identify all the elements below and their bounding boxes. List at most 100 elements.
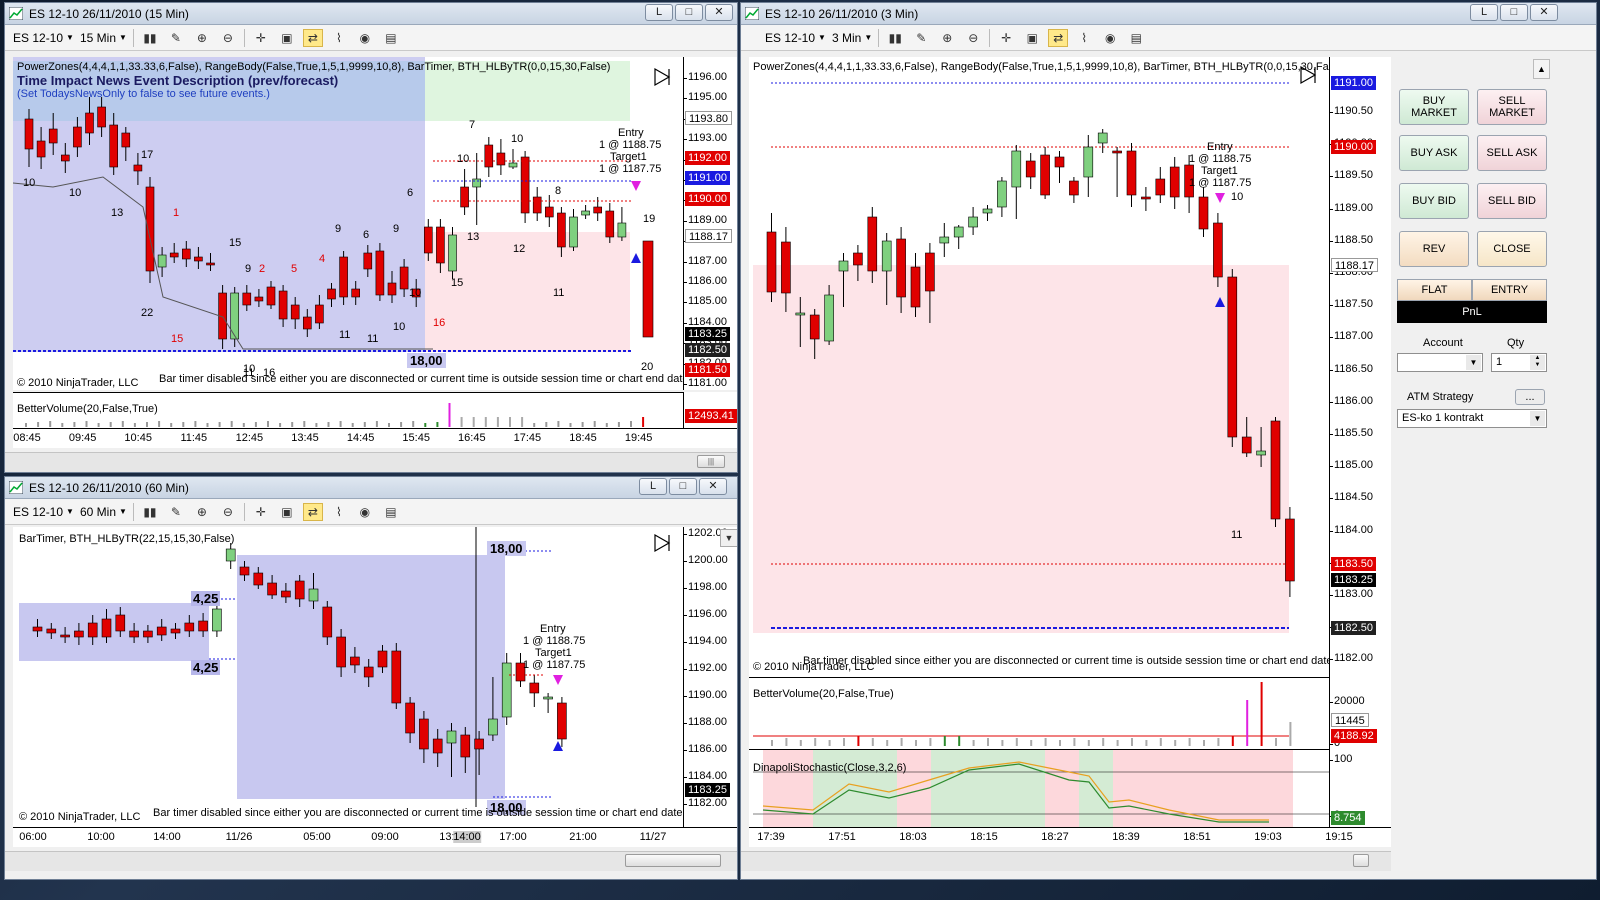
price-chart-panel[interactable]: BarTimer, BTH_HLByTR(22,15,15,30,False) … — [13, 527, 683, 827]
volume-panel[interactable]: BetterVolume(20,False,True) — [749, 677, 1329, 749]
zoom-out-icon[interactable]: ⊖ — [222, 504, 233, 519]
atm-more-button[interactable]: ... — [1515, 389, 1545, 405]
data-box-icon[interactable]: ▤ — [1130, 30, 1142, 45]
scroll-thumb[interactable]: ||| — [697, 455, 725, 468]
drawing-tool-icon[interactable]: ✎ — [170, 504, 181, 519]
title-bar[interactable]: ES 12-10 26/11/2010 (60 Min) L □ ✕ — [5, 477, 737, 499]
buy-ask-button[interactable]: BUY ASK — [1399, 135, 1469, 171]
price-axis[interactable]: 1196.001195.001194.001193.001192.001191.… — [683, 57, 737, 390]
crosshair-icon[interactable]: ✛ — [1001, 30, 1012, 45]
candle-body — [642, 240, 654, 338]
strategies-icon[interactable]: ◉ — [359, 504, 371, 519]
data-box-icon[interactable]: ▤ — [385, 30, 397, 45]
stochastic-panel[interactable]: DinapoliStochastic(Close,3,2,6) — [749, 749, 1329, 827]
chart-trader-icon[interactable]: ⇄ — [302, 502, 323, 521]
crosshair-icon[interactable]: ✛ — [255, 504, 266, 519]
title-bar[interactable]: ES 12-10 26/11/2010 (15 Min) L □ ✕ — [5, 3, 737, 25]
restore-button[interactable]: □ — [1500, 4, 1528, 21]
strategies-icon[interactable]: ◉ — [1104, 30, 1116, 45]
candle-body — [515, 662, 526, 682]
horizontal-scrollbar[interactable]: ||| — [5, 452, 737, 472]
scroll-thumb[interactable] — [1353, 854, 1369, 867]
chart-window-15min[interactable]: ES 12-10 26/11/2010 (15 Min) L □ ✕ ES 12… — [4, 2, 738, 473]
volume-bar — [327, 422, 330, 427]
minimize-button[interactable]: L — [639, 478, 667, 495]
price-tick-label: 1202.00 — [684, 527, 728, 539]
horizontal-scrollbar[interactable] — [5, 851, 737, 871]
bar-number-label: 5 — [291, 263, 298, 275]
zoom-out-icon[interactable]: ⊖ — [222, 30, 233, 45]
drawing-tool-icon[interactable]: ✎ — [170, 30, 181, 45]
play-end-icon[interactable] — [654, 533, 671, 553]
sell-ask-button[interactable]: SELL ASK — [1477, 135, 1547, 171]
candlestick-style-icon[interactable]: ▮▮ — [143, 504, 157, 519]
buy-market-button[interactable]: BUY MARKET — [1399, 89, 1469, 125]
scroll-thumb[interactable] — [625, 854, 721, 867]
close-button[interactable]: ✕ — [705, 4, 733, 21]
chart-trader-icon[interactable]: ⇄ — [302, 28, 323, 47]
candlestick-style-icon[interactable]: ▮▮ — [888, 30, 902, 45]
quantity-stepper[interactable]: 1 ▲ ▼ — [1491, 353, 1547, 372]
zoom-out-icon[interactable]: ⊖ — [968, 30, 979, 45]
minimize-button[interactable]: L — [645, 4, 673, 21]
candle-body — [432, 738, 443, 754]
close-position-button[interactable]: CLOSE — [1477, 231, 1547, 267]
buy-bid-button[interactable]: BUY BID — [1399, 183, 1469, 219]
indicators-icon[interactable]: ⌇ — [1081, 30, 1088, 45]
crosshair-icon[interactable]: ✛ — [255, 30, 266, 45]
price-chart-panel[interactable]: PowerZones(4,4,4,1,1,33.33,6,False), Ran… — [13, 57, 683, 390]
horizontal-scrollbar[interactable] — [741, 851, 1391, 871]
play-end-icon[interactable] — [654, 67, 671, 87]
panel-dropdown-icon[interactable]: ▼ — [720, 529, 737, 547]
atm-strategy-dropdown[interactable]: ES-ko 1 kontrakt ▼ — [1397, 409, 1547, 428]
indicators-icon[interactable]: ⌇ — [335, 504, 342, 519]
strategies-icon[interactable]: ◉ — [359, 30, 371, 45]
close-button[interactable]: ✕ — [1530, 4, 1558, 21]
close-button[interactable]: ✕ — [699, 478, 727, 495]
drawing-tool-icon[interactable]: ✎ — [916, 30, 927, 45]
zoom-in-icon[interactable]: ⊕ — [196, 30, 207, 45]
interval-selector[interactable]: 3 Min ▼ — [832, 31, 872, 45]
properties-icon[interactable]: ▣ — [1026, 30, 1038, 45]
candlestick-style-icon[interactable]: ▮▮ — [143, 30, 157, 45]
scroll-up-arrow[interactable]: ▲ — [1533, 59, 1550, 79]
chart-trader-icon[interactable]: ⇄ — [1048, 28, 1069, 47]
restore-button[interactable]: □ — [669, 478, 697, 495]
properties-icon[interactable]: ▣ — [281, 504, 293, 519]
properties-icon[interactable]: ▣ — [281, 30, 293, 45]
time-axis[interactable]: 06:0010:0014:0011/2605:0009:0013:0014:00… — [13, 827, 737, 847]
entry-button[interactable]: ENTRY — [1472, 279, 1547, 301]
indicators-icon[interactable]: ⌇ — [335, 30, 342, 45]
candle-body — [156, 626, 167, 636]
flat-button[interactable]: FLAT — [1397, 279, 1472, 301]
minimize-button[interactable]: L — [1470, 4, 1498, 21]
play-end-icon[interactable] — [1300, 65, 1317, 85]
instrument-selector[interactable]: ES 12-10 ▼ — [13, 505, 74, 519]
data-box-icon[interactable]: ▤ — [385, 504, 397, 519]
time-axis[interactable]: 08:45 09:45 10:45 11:45 12:45 13:45 14:45 15:45… — [13, 428, 737, 448]
volume-panel[interactable]: BetterVolume(20,False,True) — [13, 392, 683, 428]
reverse-button[interactable]: REV — [1399, 231, 1469, 267]
price-axis[interactable]: 1190.50 1190.00 1189.50 1189.00 1188.50 1188.… — [1329, 57, 1391, 677]
price-chart-panel[interactable]: PowerZones(4,4,4,1,1,33.33,6,False), Ran… — [749, 57, 1329, 677]
candle-body — [1112, 150, 1122, 154]
stepper-arrows-icon[interactable]: ▲ ▼ — [1530, 355, 1545, 370]
price-axis[interactable]: 1202.00 1200.00 1198.00 1196.00 1194.00 1192.… — [683, 527, 737, 827]
zoom-in-icon[interactable]: ⊕ — [196, 504, 207, 519]
interval-selector[interactable]: 15 Min ▼ — [80, 31, 127, 45]
interval-selector[interactable]: 60 Min ▼ — [80, 505, 127, 519]
candle-body — [336, 636, 346, 668]
restore-button[interactable]: □ — [675, 4, 703, 21]
account-dropdown[interactable]: ▼ — [1397, 353, 1483, 372]
instrument-selector[interactable]: ES 12-10 ▼ — [13, 31, 74, 45]
time-axis[interactable]: 17:39 17:51 18:03 18:15 18:27 18:39 18:51 19:03… — [749, 827, 1391, 847]
sell-market-button[interactable]: SELL MARKET — [1477, 89, 1547, 125]
candle-body — [529, 682, 540, 694]
zoom-in-icon[interactable]: ⊕ — [942, 30, 953, 45]
chart-window-3min[interactable]: ES 12-10 26/11/2010 (3 Min) L □ ✕ ES 12-… — [740, 2, 1597, 880]
sell-bid-button[interactable]: SELL BID — [1477, 183, 1547, 219]
chart-window-60min[interactable]: ES 12-10 26/11/2010 (60 Min) L □ ✕ ES 12… — [4, 476, 738, 880]
instrument-selector[interactable]: ES 12-10 ▼ — [765, 31, 826, 45]
title-bar[interactable]: ES 12-10 26/11/2010 (3 Min) L □ ✕ — [741, 3, 1596, 25]
volume-bar — [460, 417, 463, 427]
